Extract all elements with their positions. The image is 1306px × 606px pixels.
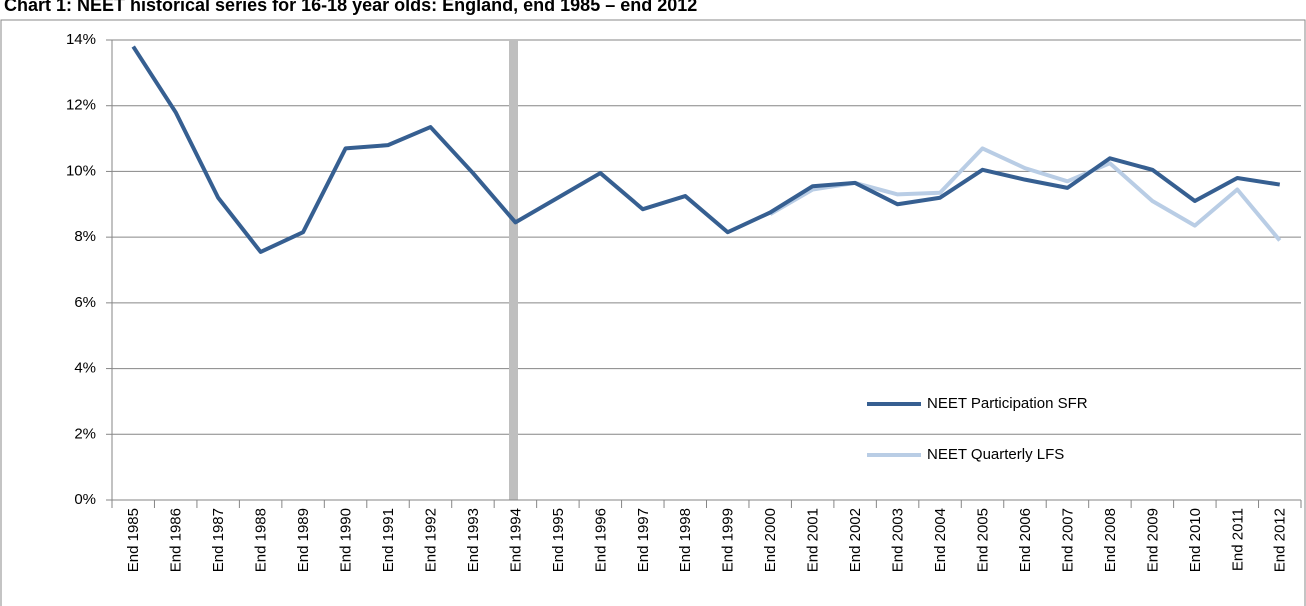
- y-tick-label: 6%: [74, 294, 96, 311]
- y-tick-label: 0%: [74, 491, 96, 508]
- x-tick-label: End 1989: [295, 508, 312, 572]
- y-tick-label: 14%: [66, 31, 96, 48]
- y-tick-label: 10%: [66, 162, 96, 179]
- x-tick-label: End 1988: [253, 508, 270, 572]
- x-tick-label: End 2000: [762, 508, 779, 572]
- x-tick-label: End 1986: [168, 508, 185, 572]
- x-tick-label: End 1987: [210, 508, 227, 572]
- x-tick-label: End 1996: [592, 508, 609, 572]
- x-tick-label: End 1995: [550, 508, 567, 572]
- x-tick-label: End 2011: [1229, 508, 1246, 571]
- x-tick-label: End 2004: [932, 508, 949, 572]
- x-tick-label: End 1985: [125, 508, 142, 572]
- y-tick-label: 12%: [66, 97, 96, 114]
- chart-title: Chart 1: NEET historical series for 16-1…: [4, 0, 697, 15]
- x-tick-label: End 2003: [890, 508, 907, 572]
- x-tick-label: End 2008: [1102, 508, 1119, 572]
- x-tick-label: End 1993: [465, 508, 482, 572]
- x-tick-label: End 2007: [1059, 508, 1076, 572]
- x-tick-label: End 1998: [677, 508, 694, 572]
- x-tick-label: End 1999: [720, 508, 737, 572]
- legend-label: NEET Participation SFR: [927, 395, 1088, 412]
- x-tick-label: End 2012: [1272, 508, 1289, 572]
- y-tick-label: 4%: [74, 360, 96, 377]
- x-tick-label: End 2002: [847, 508, 864, 572]
- x-tick-label: End 2006: [1017, 508, 1034, 572]
- x-tick-label: End 2010: [1187, 508, 1204, 572]
- x-tick-label: End 1997: [635, 508, 652, 572]
- x-tick-label: End 2001: [805, 508, 822, 572]
- y-tick-label: 2%: [74, 425, 96, 442]
- x-tick-label: End 1994: [507, 508, 524, 572]
- x-tick-label: End 2009: [1144, 508, 1161, 572]
- grid: [112, 39, 1301, 501]
- x-tick-label: End 1991: [380, 508, 397, 572]
- y-tick-label: 8%: [74, 228, 96, 245]
- x-tick-label: End 2005: [974, 508, 991, 572]
- legend-label: NEET Quarterly LFS: [927, 446, 1064, 463]
- series-break: [509, 40, 518, 500]
- x-tick-label: End 1992: [422, 508, 439, 572]
- series-line: [131, 45, 1281, 254]
- x-tick-label: End 1990: [338, 508, 355, 572]
- chart-frame: [0, 19, 1306, 606]
